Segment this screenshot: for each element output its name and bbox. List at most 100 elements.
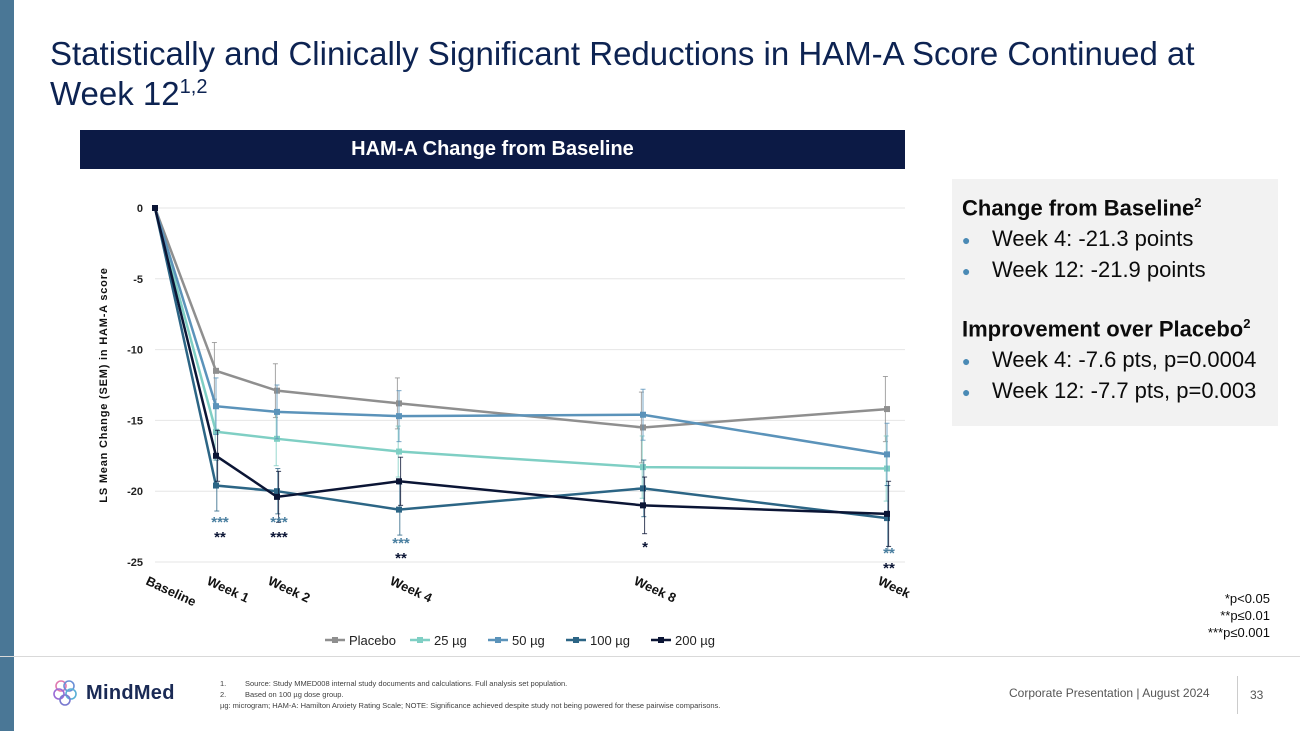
data-point — [274, 408, 280, 415]
significance-marker: *** — [211, 514, 229, 531]
info-section1-title-text: Change from Baseline — [962, 195, 1195, 221]
data-point — [213, 367, 219, 374]
legend-swatch-marker — [573, 637, 579, 643]
footnote-number: 2. — [220, 690, 227, 699]
accent-band — [0, 0, 14, 731]
corporate-line: Corporate Presentation | August 2024 — [1009, 686, 1210, 700]
bullet-icon: ● — [962, 263, 971, 280]
legend-label: 100 µg — [590, 633, 630, 648]
series-25-g — [152, 205, 890, 502]
sig-legend-item: ***p≤0.001 — [1207, 625, 1270, 640]
info-list-item: ● Week 4: -21.3 points — [962, 224, 1206, 255]
info-section2-title-text: Improvement over Placebo — [962, 316, 1244, 342]
significance-marker: *** — [270, 529, 288, 546]
data-point — [274, 488, 280, 495]
footnote: 2. Based on 100 µg dose group. — [220, 689, 720, 700]
info-item-text: Week 4: -21.3 points — [992, 226, 1194, 251]
data-point — [640, 411, 646, 418]
sig-legend-item: *p<0.05 — [1224, 591, 1270, 606]
data-point — [152, 205, 158, 211]
series-line — [153, 207, 888, 456]
data-point — [213, 403, 219, 410]
legend-label: Placebo — [349, 633, 396, 648]
info-section2-sup: 2 — [1243, 316, 1251, 331]
legend-item: Placebo — [325, 633, 396, 648]
bullet-icon: ● — [962, 384, 971, 401]
footnote: 1. Source: Study MMED008 internal study d… — [220, 678, 720, 689]
footnote-text: Based on 100 µg dose group. — [245, 690, 344, 699]
data-point — [213, 482, 219, 489]
legend-label: 200 µg — [675, 633, 715, 648]
data-point — [640, 502, 646, 509]
significance-marker: ** — [883, 545, 895, 562]
legend-item: 50 µg — [488, 633, 545, 648]
info-list-item: ● Week 12: -7.7 pts, p=0.003 — [962, 376, 1256, 407]
footnote: µg: microgram; HAM-A: Hamilton Anxiety R… — [220, 700, 720, 711]
data-point — [396, 506, 402, 513]
series-placebo — [152, 205, 890, 464]
significance-marker: ** — [395, 550, 407, 567]
x-tick-label: Baseline — [144, 573, 199, 609]
y-tick-label: -5 — [133, 274, 143, 286]
info-item-text: Week 12: -7.7 pts, p=0.003 — [992, 378, 1257, 404]
significance-marker: ** — [214, 529, 226, 546]
legend-item: 25 µg — [410, 633, 467, 648]
series-50-g — [152, 205, 890, 487]
data-point — [213, 452, 219, 459]
data-point — [396, 448, 402, 455]
series-100-g — [152, 205, 891, 552]
chart-header-text: HAM-A Change from Baseline — [351, 138, 634, 160]
y-tick-label: -20 — [127, 486, 143, 498]
x-tick-label: Week 12 — [876, 573, 910, 608]
x-tick-label: Week 4 — [388, 573, 435, 606]
series-line — [153, 207, 888, 470]
significance-marker: ** — [883, 560, 895, 577]
data-point — [884, 451, 890, 458]
data-point — [640, 464, 646, 471]
data-point — [640, 485, 646, 492]
sig-legend-item: **p≤0.01 — [1220, 608, 1270, 623]
significance-marker: * — [642, 539, 648, 556]
line-chart: 0 -5 -10 -15 -20 -25 LS Mean Change (SEM) in H… — [98, 203, 910, 648]
significance-marker: *** — [392, 535, 410, 552]
legend-swatch-marker — [658, 637, 664, 643]
legend-label: 50 µg — [512, 633, 545, 648]
legend-swatch-marker — [495, 637, 501, 643]
series-line — [153, 207, 888, 520]
data-point — [274, 493, 280, 500]
footer-separator — [1237, 676, 1238, 714]
footnote-text: Source: Study MMED008 internal study doc… — [245, 679, 568, 688]
info-section2-list: ● Week 4: -7.6 pts, p=0.0004 ● Week 12: -7… — [962, 345, 1256, 407]
info-section1-title: Change from Baseline2 — [962, 195, 1202, 221]
legend-item: 100 µg — [566, 633, 630, 648]
data-point — [396, 478, 402, 485]
x-tick-label: Week 1 — [205, 573, 252, 605]
y-tick-label: -10 — [127, 345, 143, 357]
brand-logo: MindMed — [52, 678, 175, 708]
footnote-number: 1. — [220, 679, 227, 688]
data-point — [884, 406, 890, 413]
series-line — [153, 207, 888, 516]
significance-legend: *p<0.05 **p≤0.01 ***p≤0.001 — [1208, 590, 1270, 641]
info-list-item: ● Week 4: -7.6 pts, p=0.0004 — [962, 345, 1256, 376]
y-tick-label: -15 — [127, 415, 143, 427]
info-item-text: Week 12: -21.9 points — [992, 257, 1206, 283]
data-point — [884, 515, 890, 522]
x-tick-label: Week 8 — [632, 573, 679, 605]
legend-label: 25 µg — [434, 633, 467, 648]
y-tick-label: 0 — [137, 203, 143, 215]
info-section1-list: ● Week 4: -21.3 points ● Week 12: -21.9 po… — [962, 224, 1206, 286]
significance-marker: *** — [270, 514, 288, 531]
data-point — [396, 413, 402, 420]
x-tick-label: Week 2 — [266, 573, 313, 605]
info-item-text: Week 4: -7.6 pts, p=0.0004 — [992, 347, 1257, 372]
legend-swatch-marker — [417, 637, 423, 643]
info-list-item: ● Week 12: -21.9 points — [962, 255, 1206, 286]
y-axis-label: LS Mean Change (SEM) in HAM-A score — [98, 267, 110, 502]
footer-divider — [0, 656, 1300, 657]
page-title: Statistically and Clinically Significant… — [50, 34, 1250, 114]
info-section2-title: Improvement over Placebo2 — [962, 316, 1250, 342]
chart-header: HAM-A Change from Baseline — [80, 130, 905, 169]
brain-icon — [53, 680, 77, 706]
legend-item: 200 µg — [651, 633, 715, 648]
